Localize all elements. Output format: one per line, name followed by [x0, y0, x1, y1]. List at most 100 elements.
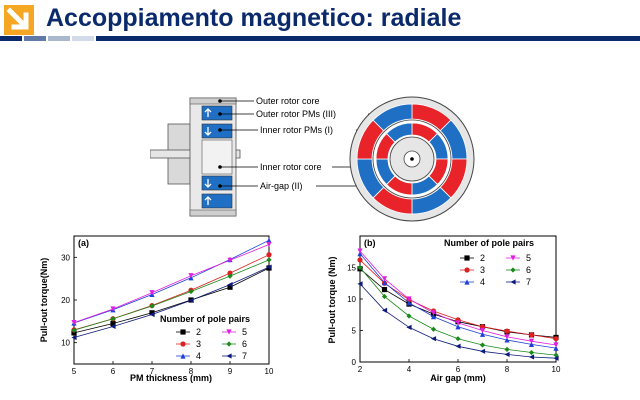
data-point — [528, 341, 535, 347]
title-underline — [0, 36, 640, 41]
x-tick-label: 7 — [150, 367, 155, 376]
series-5 — [71, 241, 272, 326]
series-5 — [357, 248, 559, 348]
center-dot — [410, 157, 414, 161]
legend-label: 3 — [196, 339, 201, 349]
data-point — [188, 273, 194, 279]
data-point — [479, 342, 486, 348]
panel-label: (b) — [364, 238, 376, 248]
data-point — [504, 328, 510, 334]
legend-entry: 5 — [506, 253, 531, 263]
data-point — [464, 267, 470, 273]
data-point — [149, 290, 155, 296]
legend-title: Number of pole pairs — [160, 314, 250, 324]
legend-title: Number of pole pairs — [444, 238, 534, 248]
plot-frame — [73, 235, 270, 365]
side-section-view — [150, 97, 241, 217]
data-point — [455, 320, 461, 326]
data-point — [357, 257, 363, 263]
legend-entry: 7 — [222, 351, 247, 361]
data-point — [357, 281, 363, 287]
x-tick-label: 2 — [358, 365, 363, 374]
data-point — [479, 331, 486, 337]
x-tick-label: 8 — [505, 365, 510, 374]
legend-entry: 3 — [460, 265, 485, 275]
data-point — [455, 336, 461, 342]
inner-rotor-magnet — [385, 122, 413, 143]
x-axis-label: PM thickness (mm) — [130, 373, 212, 383]
data-point — [430, 310, 437, 316]
coupling-schematic: Outer rotor core Outer rotor PMs (III) I… — [150, 96, 475, 222]
slide-header: Accoppiamento magnetico: radiale — [0, 0, 640, 42]
legend-label: 5 — [526, 253, 531, 263]
data-point — [528, 354, 535, 360]
data-point — [464, 255, 470, 261]
data-point — [455, 343, 461, 349]
data-point — [528, 338, 535, 344]
data-point — [553, 345, 559, 351]
x-tick-label: 10 — [265, 367, 274, 376]
legend: Number of pole pairs 2 3 4 5 6 7 — [444, 238, 534, 287]
legend-entry: 7 — [506, 277, 531, 287]
series-line — [73, 267, 270, 334]
data-point — [553, 336, 559, 342]
data-point — [71, 334, 77, 341]
data-point — [464, 279, 470, 285]
chart-a-thickness: (a) 5 6 7 8 9 10 10 20 30 PM thickness (mm) Pul… — [39, 235, 274, 383]
data-point — [528, 332, 535, 338]
data-point — [479, 327, 486, 334]
data-point — [180, 353, 186, 359]
data-point — [430, 314, 437, 320]
data-point — [149, 310, 155, 316]
data-point — [406, 324, 412, 330]
legend-label: 2 — [480, 253, 485, 263]
x-tick-label: 10 — [552, 365, 561, 374]
data-point — [227, 284, 233, 290]
data-point — [510, 279, 516, 285]
data-point — [510, 267, 516, 273]
x-axis-label: Air gap (mm) — [430, 373, 486, 383]
y-axis-label: Pull-out torque (Nm) — [327, 257, 337, 344]
legend: Number of pole pairs 2 3 4 5 6 7 — [160, 314, 250, 361]
data-point — [381, 280, 388, 286]
legend-label: 4 — [196, 351, 201, 361]
panel-label: (a) — [78, 238, 89, 248]
outer-rotor-magnet — [372, 103, 413, 132]
chart-b-air-gap: (b) 2 4 6 8 10 0 5 10 15 Air gap (mm) Pull-out … — [327, 235, 561, 383]
legend-label: 2 — [196, 327, 201, 337]
data-point — [381, 276, 388, 282]
legend-label: 5 — [242, 327, 247, 337]
data-point — [226, 353, 232, 359]
data-point — [110, 306, 116, 312]
y-tick-label: 20 — [61, 296, 70, 305]
x-tick-label: 6 — [111, 367, 116, 376]
legend-entry: 2 — [460, 253, 485, 263]
data-point — [406, 313, 412, 319]
data-point — [479, 348, 486, 354]
data-point — [455, 324, 461, 330]
legend-entry: 2 — [176, 327, 201, 337]
slide-title: Accoppiamento magnetico: radiale — [46, 4, 462, 32]
data-point — [110, 320, 116, 327]
y-axis-label: Pull-out torque(Nm) — [39, 258, 49, 343]
series-7 — [71, 264, 272, 341]
legend-label: 4 — [480, 277, 485, 287]
data-point — [180, 341, 186, 347]
data-point — [188, 297, 194, 304]
legend-label: 7 — [526, 277, 531, 287]
data-point — [381, 293, 388, 300]
y-tick-label: 10 — [61, 339, 70, 348]
data-point — [504, 351, 510, 358]
label-inner-rotor-pms: Inner rotor PMs (I) — [260, 125, 333, 135]
legend-label: 6 — [242, 339, 247, 349]
legend-entry: 4 — [176, 351, 201, 361]
legend-label: 3 — [480, 265, 485, 275]
x-tick-label: 4 — [407, 365, 412, 374]
series-line — [73, 244, 270, 323]
data-point — [266, 252, 272, 258]
data-point — [71, 327, 77, 333]
data-point — [266, 257, 272, 263]
data-point — [504, 346, 510, 352]
data-point — [504, 337, 510, 343]
y-tick-label: 30 — [61, 253, 70, 262]
